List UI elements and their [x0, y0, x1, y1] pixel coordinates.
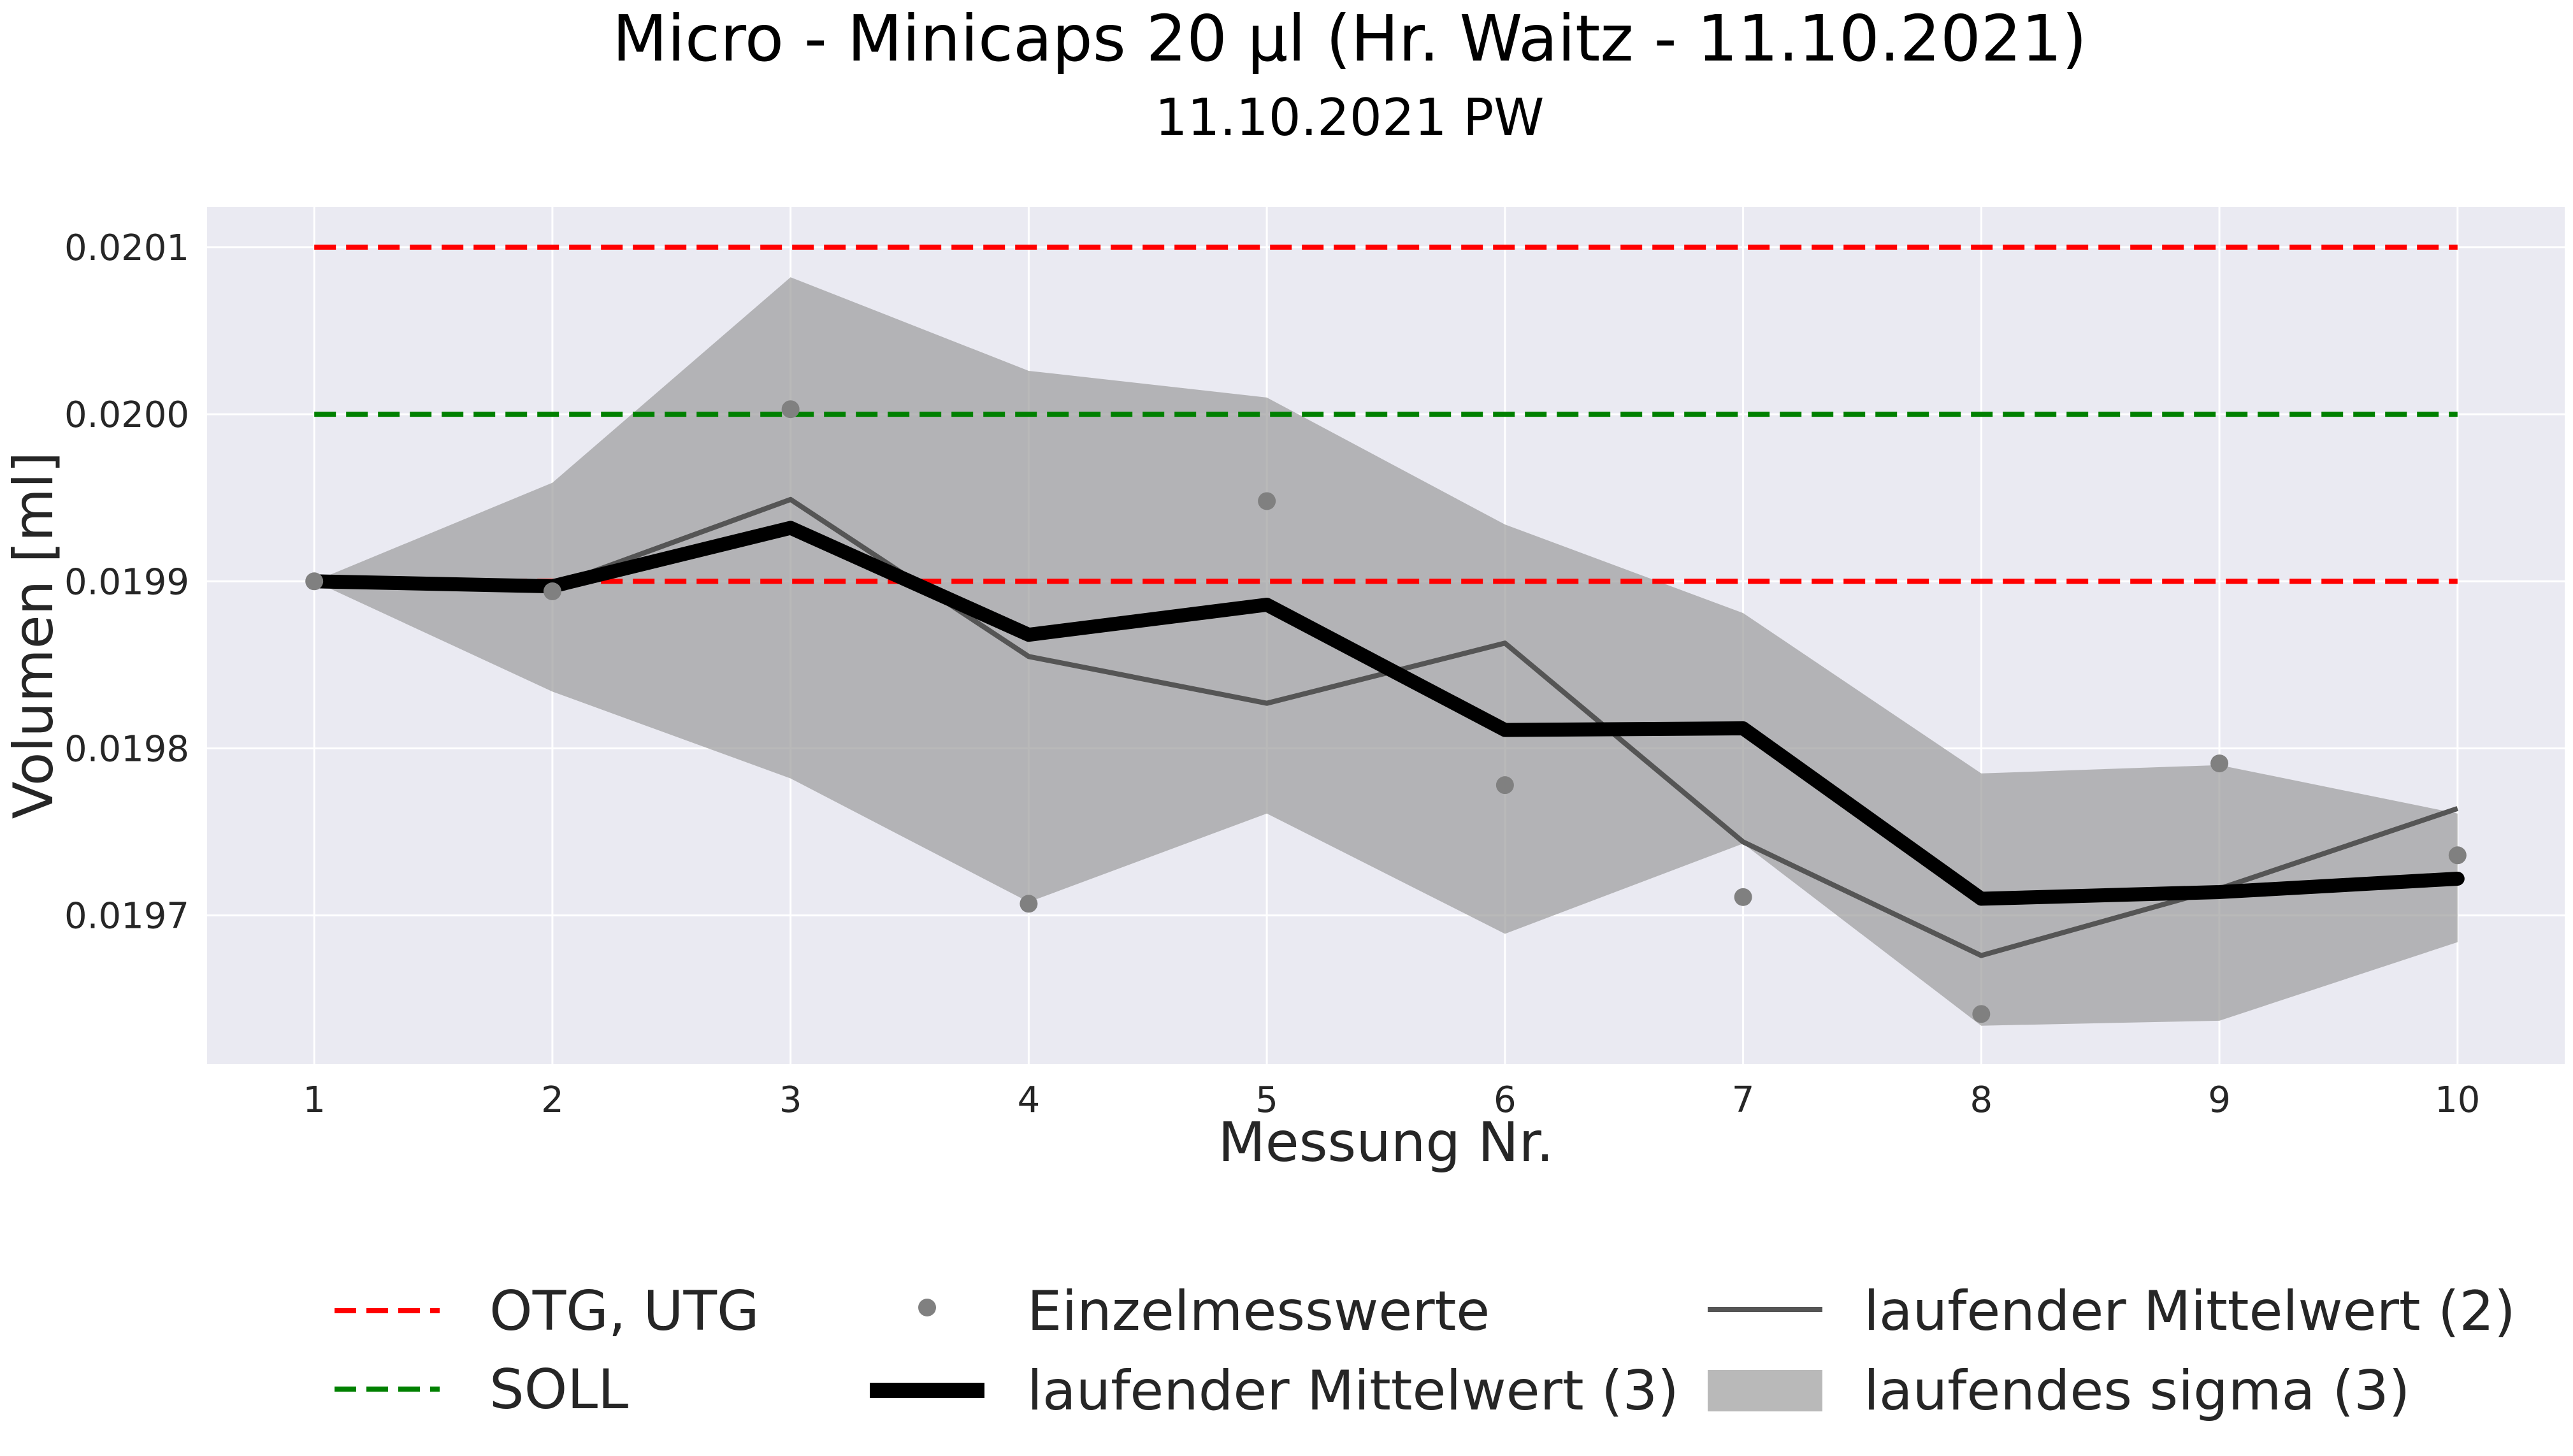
- chart-title: Micro - Minicaps 20 µl (Hr. Waitz - 11.1…: [612, 1, 2087, 76]
- legend-sigma-label: laufendes sigma (3): [1864, 1359, 2410, 1423]
- legend-soll-label: SOLL: [489, 1358, 628, 1422]
- legend-mean2-label: laufender Mittelwert (2): [1864, 1279, 2516, 1343]
- y-tick-label: 0.0198: [64, 728, 189, 770]
- legend: OTG, UTG SOLL Einzelmesswerte laufender Mit…: [335, 1279, 2516, 1423]
- measurement-point: [1258, 492, 1276, 510]
- measurement-point: [1734, 888, 1752, 906]
- measurement-point: [543, 582, 561, 601]
- y-tick-label: 0.0199: [64, 561, 189, 603]
- legend-sigma-swatch: [1708, 1370, 1822, 1411]
- series-lines-layer: [307, 496, 2465, 958]
- x-tick-label: 7: [1732, 1079, 1755, 1121]
- y-tick-labels: 0.0197 0.0198 0.0199 0.0200 0.0201: [64, 227, 189, 937]
- y-tick-label: 0.0200: [64, 394, 189, 436]
- measurement-point: [781, 400, 800, 419]
- limit-lines-layer: [314, 244, 2458, 584]
- y-tick-label: 0.0197: [64, 896, 189, 937]
- points-layer: [305, 400, 2467, 1023]
- sigma-band: [314, 277, 2458, 1026]
- legend-mean3-label: laufender Mittelwert (3): [1027, 1359, 1679, 1423]
- measurement-point: [2448, 846, 2467, 865]
- running-mean-3-line: [307, 521, 2465, 906]
- x-tick-label: 4: [1018, 1079, 1041, 1121]
- chart-subtitle: 11.10.2021 PW: [1155, 88, 1545, 147]
- x-tick-label: 3: [779, 1079, 802, 1121]
- x-tick-label: 9: [2208, 1079, 2231, 1121]
- x-tick-label: 5: [1255, 1079, 1278, 1121]
- sigma-band-layer: [314, 277, 2458, 1026]
- measurement-point: [305, 572, 324, 591]
- x-tick-label: 10: [2435, 1079, 2480, 1121]
- x-axis-label: Messung Nr.: [1218, 1111, 1554, 1174]
- x-tick-label: 1: [303, 1079, 326, 1121]
- measurement-point: [1972, 1005, 1991, 1023]
- measurement-point: [1496, 776, 1514, 795]
- y-tick-label: 0.0201: [64, 227, 189, 269]
- x-tick-labels: 1 2 3 4 5 6 7 8 9 10: [303, 1079, 2480, 1121]
- x-tick-label: 6: [1494, 1079, 1517, 1121]
- legend-points-label: Einzelmesswerte: [1027, 1279, 1490, 1343]
- measurement-point: [2210, 754, 2229, 773]
- legend-otg-utg-label: OTG, UTG: [489, 1279, 760, 1343]
- measurement-point: [1020, 895, 1038, 913]
- x-tick-label: 2: [541, 1079, 564, 1121]
- y-axis-label: Volumen [ml]: [2, 452, 66, 819]
- legend-points-swatch: [918, 1299, 936, 1316]
- x-tick-label: 8: [1970, 1079, 1993, 1121]
